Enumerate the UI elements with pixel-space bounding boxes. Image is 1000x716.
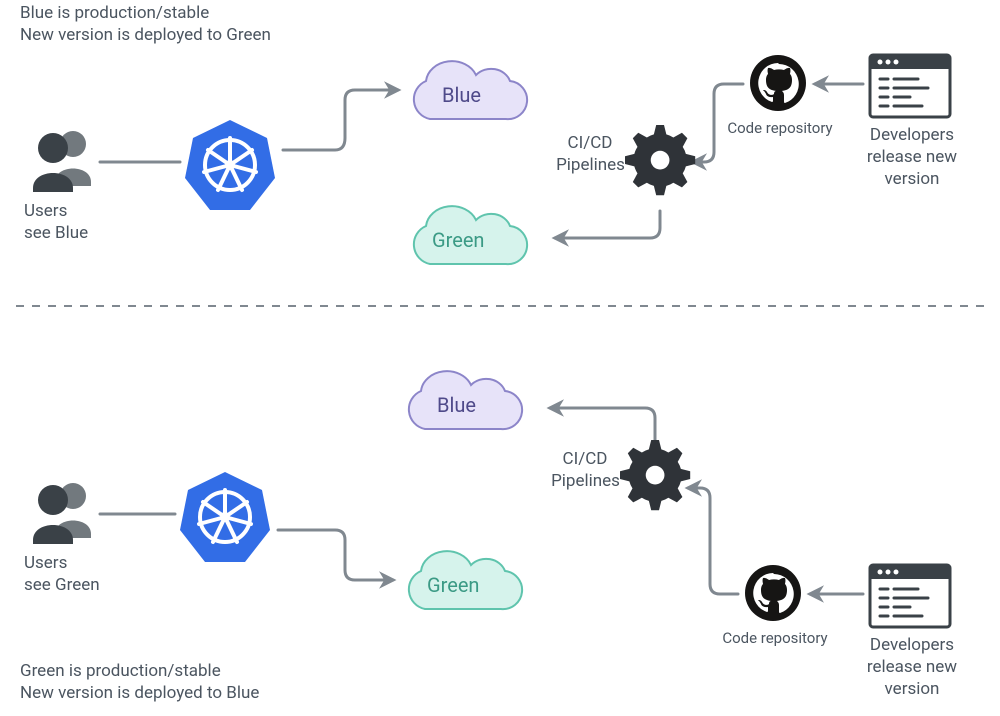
top-heading-line2: New version is deployed to Green (20, 24, 271, 47)
bot-users-icon (33, 483, 91, 544)
bot-kubernetes-icon (180, 472, 270, 562)
bot-dev-label-l1: Developers (862, 634, 962, 657)
bot-cloud-blue-label: Blue (437, 392, 476, 419)
bot-dev-label-l2: release new (862, 656, 962, 679)
top-cloud-green-label: Green (432, 227, 484, 254)
top-cicd-label-l2: Pipelines (548, 154, 633, 177)
top-arrow-k8s-blue (283, 90, 398, 150)
top-users-label-l2: see Blue (24, 222, 88, 245)
top-dev-label-l1: Developers (862, 124, 962, 147)
top-code-repo-label: Code repository (720, 118, 840, 138)
bot-arrow-gear-blue (550, 408, 655, 440)
top-users-label-l1: Users (24, 200, 67, 223)
top-cicd-label-l1: CI/CD (555, 132, 625, 155)
bot-gear-icon (620, 440, 690, 510)
top-kubernetes-icon (185, 120, 275, 210)
top-arrow-gear-green (555, 211, 660, 238)
top-gear-icon (625, 125, 695, 195)
bot-users-label-l1: Users (24, 552, 67, 575)
bot-code-repo-label: Code repository (715, 628, 835, 648)
bot-heading-line1: Green is production/stable (20, 660, 221, 683)
top-users-icon (33, 131, 91, 192)
bot-cloud-green-label: Green (427, 572, 479, 599)
top-heading-line1: Blue is production/stable (20, 2, 209, 25)
bot-cicd-label-l2: Pipelines (543, 470, 628, 493)
top-developers-icon (870, 55, 950, 117)
top-cloud-blue-label: Blue (442, 82, 481, 109)
diagram-svg (0, 0, 1000, 716)
bot-github-icon (745, 565, 801, 621)
bot-arrow-github-gear (688, 488, 738, 594)
bot-dev-label-l3: version (862, 678, 962, 701)
top-dev-label-l3: version (862, 168, 962, 191)
bot-cicd-label-l1: CI/CD (550, 448, 620, 471)
top-github-icon (750, 55, 806, 111)
bot-heading-line2: New version is deployed to Blue (20, 682, 259, 705)
bot-users-label-l2: see Green (24, 574, 100, 597)
bot-arrow-k8s-green (278, 530, 393, 580)
top-dev-label-l2: release new (862, 146, 962, 169)
bot-developers-icon (870, 565, 950, 627)
